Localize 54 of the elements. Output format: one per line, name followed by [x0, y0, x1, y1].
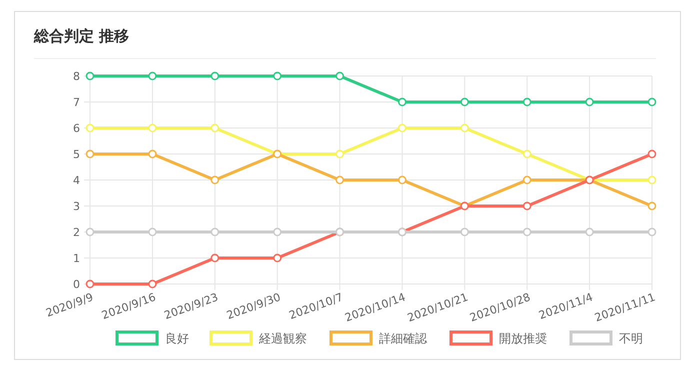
- legend-label: 経過観察: [258, 332, 307, 346]
- y-tick-label: 6: [73, 122, 80, 135]
- point: [460, 124, 469, 132]
- y-tick-label: 3: [73, 200, 80, 213]
- point: [86, 72, 94, 80]
- legend-label: 開放推奨: [499, 332, 547, 346]
- point: [210, 254, 220, 262]
- legend-label: 詳細確認: [379, 332, 427, 346]
- point: [148, 124, 157, 132]
- point: [210, 228, 220, 236]
- y-tick-label: 1: [73, 252, 80, 265]
- point: [210, 176, 220, 184]
- point: [148, 228, 157, 236]
- y-tick-label: 7: [73, 96, 80, 109]
- point: [648, 150, 656, 158]
- point: [522, 228, 532, 236]
- y-tick-label: 8: [73, 70, 80, 83]
- legend-label: 良好: [165, 332, 189, 346]
- point: [648, 228, 656, 236]
- point: [648, 202, 656, 210]
- point: [398, 176, 406, 184]
- point: [148, 72, 157, 80]
- y-tick-label: 5: [73, 148, 80, 161]
- point: [585, 98, 594, 106]
- point: [273, 72, 282, 80]
- point: [336, 150, 344, 158]
- point: [398, 98, 406, 106]
- point: [273, 228, 282, 236]
- y-tick-label: 0: [73, 278, 80, 291]
- legend-label: 不明: [619, 332, 643, 346]
- point: [336, 176, 344, 184]
- point: [210, 124, 220, 132]
- point: [86, 228, 94, 236]
- point: [522, 150, 532, 158]
- point: [522, 98, 532, 106]
- point: [522, 176, 532, 184]
- point: [86, 150, 94, 158]
- point: [336, 72, 344, 80]
- point: [398, 124, 406, 132]
- point: [148, 280, 157, 288]
- point: [148, 150, 157, 158]
- point: [273, 254, 282, 262]
- point: [210, 72, 220, 80]
- point: [460, 98, 469, 106]
- point: [460, 228, 469, 236]
- y-tick-label: 4: [73, 174, 80, 187]
- point: [86, 124, 94, 132]
- point: [522, 202, 532, 210]
- point: [585, 228, 594, 236]
- point: [648, 176, 656, 184]
- chart-title: 総合判定 推移: [33, 27, 130, 45]
- point: [86, 280, 94, 288]
- y-tick-label: 2: [73, 226, 80, 239]
- point: [648, 98, 656, 106]
